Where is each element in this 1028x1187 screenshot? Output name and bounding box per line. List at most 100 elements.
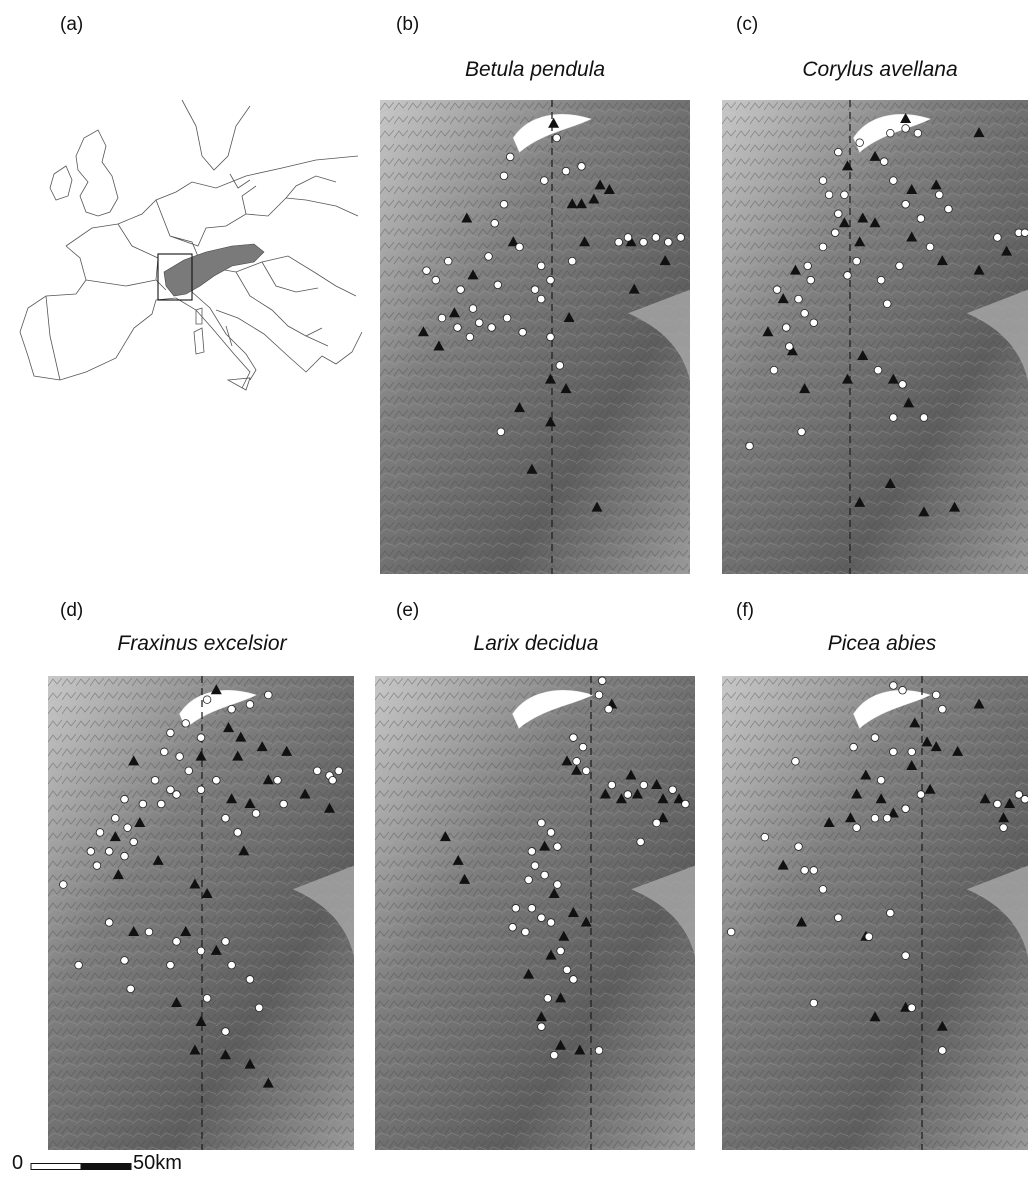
circle-marker	[572, 757, 581, 766]
triangle-marker	[998, 812, 1010, 823]
triangle-marker	[262, 1077, 274, 1088]
triangle-marker	[262, 774, 274, 785]
circle-marker	[1020, 228, 1028, 237]
relief-map-e	[375, 676, 695, 1150]
triangle-marker	[195, 750, 207, 761]
circle-marker	[834, 147, 843, 157]
triangle-marker	[152, 854, 164, 865]
triangle-marker	[860, 769, 872, 780]
panel-letter-f: (f)	[736, 600, 754, 621]
circle-marker	[561, 166, 571, 176]
triangle-marker	[576, 198, 587, 209]
triangle-marker	[235, 731, 247, 742]
circle-marker	[537, 1022, 546, 1031]
lake-geneva	[512, 690, 594, 729]
island-sardinia	[193, 327, 205, 355]
triangle-marker	[628, 283, 640, 294]
circle-marker	[549, 1051, 559, 1060]
circle-marker	[852, 256, 861, 266]
triangle-marker	[924, 783, 936, 794]
circle-marker	[883, 813, 892, 823]
triangle-marker	[219, 1049, 231, 1060]
panel-letter-e: (e)	[396, 600, 420, 621]
circle-marker	[150, 776, 160, 785]
po-valley	[292, 865, 354, 1008]
triangle-marker	[180, 925, 192, 936]
coastline-britain	[75, 129, 119, 217]
lake-geneva	[179, 690, 257, 729]
circle-marker	[993, 233, 1002, 242]
circle-marker	[803, 261, 812, 271]
triangle-marker	[514, 402, 525, 413]
species-title-f: Picea abies	[827, 632, 937, 655]
circle-marker	[196, 946, 206, 956]
circle-marker	[726, 927, 736, 937]
triangle-marker	[324, 802, 336, 813]
circle-marker	[493, 280, 502, 290]
relief-texture	[48, 676, 354, 1150]
circle-marker	[889, 413, 898, 422]
circle-marker	[499, 171, 509, 181]
circle-marker	[120, 795, 129, 804]
study-area-box	[157, 253, 193, 301]
circle-marker	[546, 275, 555, 285]
circle-marker	[540, 176, 549, 185]
triangle-marker	[244, 797, 256, 808]
triangle-marker	[869, 1011, 881, 1022]
triangle-marker	[189, 878, 201, 889]
relief-map-d	[48, 676, 354, 1150]
triangle-marker	[906, 231, 918, 242]
coastline-scandinavia	[181, 99, 251, 189]
relief-map-b	[380, 100, 690, 574]
triangle-marker	[973, 698, 985, 709]
triangle-marker	[903, 397, 915, 408]
circle-marker	[664, 237, 673, 247]
scale-bar-label: 50km	[133, 1152, 182, 1174]
circle-marker	[782, 323, 791, 332]
triangle-marker	[201, 888, 213, 899]
relief-texture	[722, 100, 1028, 574]
circle-marker	[515, 242, 524, 252]
circle-marker	[166, 785, 175, 794]
circle-marker	[95, 828, 105, 837]
circle-marker	[157, 799, 166, 809]
circle-marker	[876, 275, 886, 285]
triangle-marker	[930, 741, 942, 752]
circle-marker	[74, 960, 83, 970]
circle-marker	[537, 818, 546, 828]
circle-marker	[536, 294, 546, 304]
circle-marker	[59, 880, 68, 889]
circle-marker	[791, 757, 800, 766]
circle-marker	[505, 152, 515, 162]
circle-marker	[651, 233, 661, 242]
circle-marker	[594, 690, 604, 700]
circle-marker	[824, 190, 834, 199]
circle-marker	[809, 998, 818, 1008]
circle-marker	[552, 133, 561, 143]
circle-marker	[212, 776, 221, 785]
circle-marker	[876, 776, 886, 785]
circle-marker	[120, 956, 129, 965]
circle-marker	[916, 790, 926, 799]
coastline-italy	[191, 291, 257, 381]
circle-marker	[184, 766, 193, 775]
circle-marker	[264, 690, 273, 700]
circle-marker	[422, 266, 431, 275]
circle-marker	[907, 747, 916, 757]
circle-marker	[172, 937, 181, 946]
circle-marker	[126, 984, 135, 994]
circle-marker	[111, 813, 120, 823]
circle-marker	[607, 780, 616, 790]
triangle-marker	[887, 807, 899, 818]
circle-marker	[895, 261, 904, 271]
circle-marker	[889, 747, 898, 757]
relief-map-c	[722, 100, 1028, 574]
circle-marker	[901, 124, 910, 133]
circle-marker	[809, 318, 818, 327]
triangle-marker	[558, 930, 570, 941]
circle-marker	[834, 209, 843, 218]
triangle-marker	[1004, 797, 1016, 808]
circle-marker	[578, 742, 588, 752]
circle-marker	[555, 361, 564, 370]
circle-marker	[809, 866, 818, 875]
